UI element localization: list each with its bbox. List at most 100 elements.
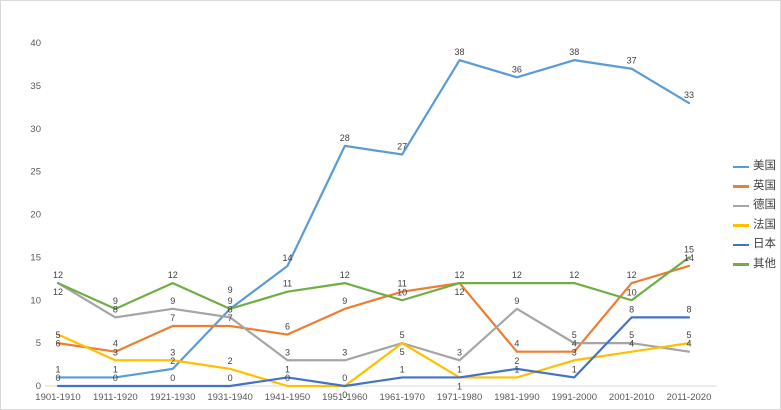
svg-text:10: 10 <box>30 295 41 306</box>
svg-text:0: 0 <box>342 390 347 400</box>
svg-text:14: 14 <box>684 253 694 263</box>
svg-text:2011-2020: 2011-2020 <box>667 392 712 403</box>
svg-text:20: 20 <box>30 210 41 221</box>
svg-text:3: 3 <box>457 347 462 357</box>
svg-text:12: 12 <box>53 270 63 280</box>
svg-text:0: 0 <box>170 373 175 383</box>
svg-text:5: 5 <box>629 330 634 340</box>
svg-text:4: 4 <box>686 339 691 349</box>
svg-text:5: 5 <box>36 338 41 349</box>
svg-text:1: 1 <box>285 364 290 374</box>
svg-text:8: 8 <box>113 304 118 314</box>
svg-text:38: 38 <box>569 47 579 57</box>
svg-text:12: 12 <box>455 287 465 297</box>
svg-text:0: 0 <box>228 373 233 383</box>
svg-text:40: 40 <box>30 38 41 49</box>
svg-text:2: 2 <box>514 356 519 366</box>
svg-text:5: 5 <box>55 330 60 340</box>
svg-text:4: 4 <box>629 339 634 349</box>
legend-item-france: 法国 <box>733 218 776 232</box>
svg-text:8: 8 <box>228 304 233 314</box>
svg-text:38: 38 <box>455 47 465 57</box>
svg-text:0: 0 <box>285 373 290 383</box>
legend-swatch-france <box>733 224 749 227</box>
chart-legend: 美国 英国 德国 法国 日本 其他 <box>733 160 776 271</box>
legend-swatch-germany <box>733 204 749 207</box>
svg-text:3: 3 <box>572 347 577 357</box>
svg-text:12: 12 <box>340 270 350 280</box>
svg-text:1901-1910: 1901-1910 <box>35 392 80 403</box>
svg-text:12: 12 <box>569 270 579 280</box>
svg-text:9: 9 <box>342 296 347 306</box>
svg-text:9: 9 <box>228 285 233 295</box>
svg-text:6: 6 <box>55 339 60 349</box>
svg-text:12: 12 <box>53 287 63 297</box>
svg-text:15: 15 <box>30 252 41 263</box>
svg-text:33: 33 <box>684 90 694 100</box>
svg-text:2: 2 <box>228 356 233 366</box>
svg-text:5: 5 <box>572 330 577 340</box>
svg-text:4: 4 <box>113 339 118 349</box>
svg-text:7: 7 <box>170 313 175 323</box>
svg-text:1931-1940: 1931-1940 <box>207 392 252 403</box>
svg-text:2: 2 <box>170 356 175 366</box>
svg-text:11: 11 <box>283 279 292 289</box>
svg-text:10: 10 <box>627 287 637 297</box>
svg-text:0: 0 <box>342 373 347 383</box>
svg-text:8: 8 <box>629 304 634 314</box>
svg-text:8: 8 <box>686 304 691 314</box>
svg-text:1: 1 <box>55 364 60 374</box>
svg-text:37: 37 <box>627 56 637 66</box>
svg-text:1951-1960: 1951-1960 <box>322 392 367 403</box>
legend-item-japan: 日本 <box>733 238 776 251</box>
svg-text:12: 12 <box>512 270 522 280</box>
svg-text:35: 35 <box>30 81 41 92</box>
svg-text:9: 9 <box>170 296 175 306</box>
legend-item-germany: 德国 <box>733 199 776 212</box>
legend-label-usa: 美国 <box>753 160 776 172</box>
svg-text:1941-1950: 1941-1950 <box>265 392 310 403</box>
svg-text:1: 1 <box>400 364 405 374</box>
svg-text:9: 9 <box>228 296 233 306</box>
svg-text:14: 14 <box>282 253 292 263</box>
svg-text:1991-2000: 1991-2000 <box>552 392 597 403</box>
svg-text:4: 4 <box>572 339 577 349</box>
legend-item-uk: 英国 <box>733 180 776 193</box>
legend-item-other: 其他 <box>733 257 776 271</box>
svg-text:1: 1 <box>113 364 118 374</box>
svg-text:5: 5 <box>686 330 691 340</box>
svg-text:1981-1990: 1981-1990 <box>494 392 539 403</box>
svg-text:0: 0 <box>36 381 41 392</box>
svg-text:0: 0 <box>55 373 60 383</box>
svg-text:30: 30 <box>30 124 41 135</box>
legend-label-japan: 日本 <box>753 238 776 250</box>
svg-text:25: 25 <box>30 167 41 178</box>
legend-label-germany: 德国 <box>753 199 776 211</box>
svg-text:3: 3 <box>342 347 347 357</box>
svg-text:3: 3 <box>285 347 290 357</box>
svg-text:9: 9 <box>113 296 118 306</box>
legend-label-france: 法国 <box>753 218 776 231</box>
svg-text:5: 5 <box>400 330 405 340</box>
svg-text:1921-1930: 1921-1930 <box>150 392 195 403</box>
svg-text:12: 12 <box>627 270 637 280</box>
svg-text:1911-1920: 1911-1920 <box>93 392 138 403</box>
svg-text:12: 12 <box>455 270 465 280</box>
svg-text:2001-2010: 2001-2010 <box>609 392 654 403</box>
svg-text:5: 5 <box>400 347 405 357</box>
svg-text:1971-1980: 1971-1980 <box>437 392 482 403</box>
legend-label-other: 其他 <box>753 257 776 270</box>
legend-swatch-usa <box>733 165 749 168</box>
svg-text:27: 27 <box>397 141 407 151</box>
svg-text:0: 0 <box>113 373 118 383</box>
svg-text:1: 1 <box>457 364 462 374</box>
svg-text:7: 7 <box>228 313 233 323</box>
svg-text:28: 28 <box>340 133 350 143</box>
legend-swatch-other <box>733 263 749 266</box>
svg-text:1: 1 <box>572 364 577 374</box>
legend-swatch-japan <box>733 243 749 246</box>
svg-text:15: 15 <box>684 244 694 254</box>
svg-text:1961-1970: 1961-1970 <box>379 392 424 403</box>
